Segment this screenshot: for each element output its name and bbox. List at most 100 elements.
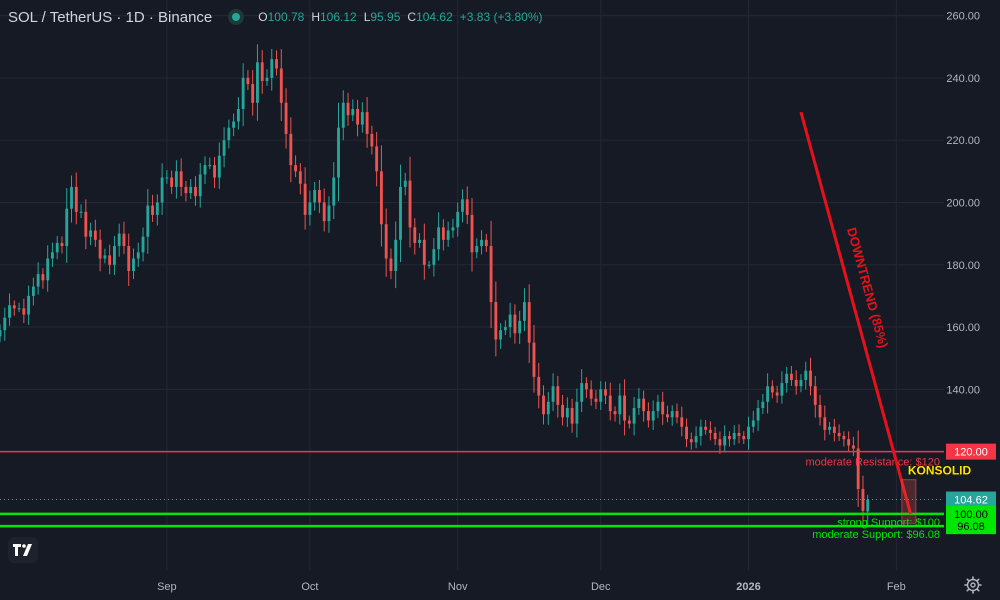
candle-body <box>561 404 565 418</box>
candle-body <box>117 233 121 247</box>
tradingview-logo-icon[interactable] <box>8 537 38 563</box>
gear-icon[interactable] <box>964 576 982 594</box>
candle-body <box>465 199 469 215</box>
candle-body <box>384 224 388 259</box>
candle-body <box>189 186 193 194</box>
candle-body <box>303 183 307 215</box>
candle-body <box>418 239 421 243</box>
x-tick-label: 2026 <box>736 581 760 593</box>
last-price-badge <box>946 491 996 508</box>
candle-body <box>613 411 617 415</box>
candle-body <box>298 171 302 184</box>
candle-body <box>842 436 846 440</box>
candle-body <box>518 320 522 334</box>
candle-body <box>27 295 31 315</box>
candle-body <box>542 395 545 415</box>
candle-body <box>441 227 445 240</box>
candle-body <box>656 401 660 412</box>
candle-body <box>327 205 331 222</box>
candle-body <box>194 186 197 197</box>
candle-body <box>365 112 369 134</box>
candle-body <box>51 252 54 259</box>
price-line-axis-label: 100.00 <box>954 509 988 521</box>
candle-body <box>599 389 603 402</box>
candle-body <box>394 239 398 271</box>
candle-body <box>265 77 269 81</box>
candle-body <box>313 190 317 203</box>
candle-body <box>651 411 655 421</box>
candle-body <box>108 255 112 265</box>
candle-body <box>222 140 226 156</box>
x-tick-label: Oct <box>301 581 318 593</box>
price-line-label: moderate Resistance: $120 <box>805 457 940 469</box>
candle-body <box>532 342 536 377</box>
candle-body <box>646 411 650 421</box>
downtrend-line <box>799 111 913 515</box>
candle-body <box>851 445 855 449</box>
symbol-title[interactable]: SOL / TetherUS · 1D · Binance <box>8 8 213 26</box>
candle-body <box>122 233 126 247</box>
candle-body <box>332 177 336 206</box>
candle-body <box>160 177 164 203</box>
candle-body <box>93 230 97 240</box>
price-line-badge <box>946 518 996 535</box>
candle-body <box>809 370 812 387</box>
candle-body <box>866 499 870 512</box>
y-tick-label: 140.00 <box>946 384 980 396</box>
price-line-axis-label: 120.00 <box>954 447 988 459</box>
high-label: H <box>311 10 320 24</box>
candle-body <box>799 380 803 387</box>
y-tick-label: 160.00 <box>946 322 980 334</box>
candle-body <box>837 432 841 437</box>
candle-body <box>508 314 512 328</box>
candle-body <box>756 408 760 421</box>
candle-body <box>780 383 784 396</box>
candle-body <box>74 186 78 212</box>
candle-body <box>675 411 679 418</box>
candle-body <box>132 258 135 271</box>
candle-body <box>89 230 93 237</box>
candle-body <box>60 242 64 247</box>
candle-body <box>499 330 503 340</box>
candle-body <box>523 302 526 321</box>
low-label: L <box>363 10 371 24</box>
candle-body <box>618 395 622 415</box>
candle-body <box>241 77 245 110</box>
open-value: 100.78 <box>267 10 305 24</box>
candle-body <box>31 286 35 296</box>
market-status-dot-icon[interactable] <box>228 9 245 25</box>
y-tick-label: 240.00 <box>946 73 980 85</box>
candle-body <box>399 186 402 240</box>
candle-body <box>36 274 40 287</box>
candle-body <box>360 112 364 125</box>
candle-body <box>623 395 626 421</box>
price-axis[interactable]: 260.00 240.00 220.00 200.00 180.00 160.00 140.… <box>946 11 996 535</box>
candle-body <box>632 408 636 424</box>
candle-body <box>155 202 159 215</box>
y-tick-label: 180.00 <box>946 260 980 272</box>
candle-body <box>475 246 479 253</box>
candle-body <box>379 171 383 225</box>
candle-body <box>484 239 488 247</box>
candle-body <box>413 227 417 243</box>
time-axis[interactable]: Sep Oct Nov Dec 2026 Feb <box>157 581 906 593</box>
candle-body <box>146 205 150 237</box>
candle-body <box>461 199 464 212</box>
close-label: C <box>407 10 417 24</box>
candle-body <box>279 68 283 103</box>
open-label: O <box>258 10 268 24</box>
konsolid-label: KONSOLID <box>908 463 972 477</box>
x-tick-label: Dec <box>591 581 611 593</box>
candle-body <box>770 386 774 393</box>
candle-body <box>456 211 460 228</box>
candle-body <box>232 121 236 128</box>
candle-body <box>713 432 717 440</box>
candle-body <box>3 317 7 331</box>
candle-body <box>584 383 588 390</box>
candle-body <box>208 165 212 167</box>
candles <box>0 44 870 527</box>
chart-legend: SOL / TetherUS · 1D · Binance O100.78 H1… <box>8 6 543 28</box>
candle-body <box>565 408 569 418</box>
